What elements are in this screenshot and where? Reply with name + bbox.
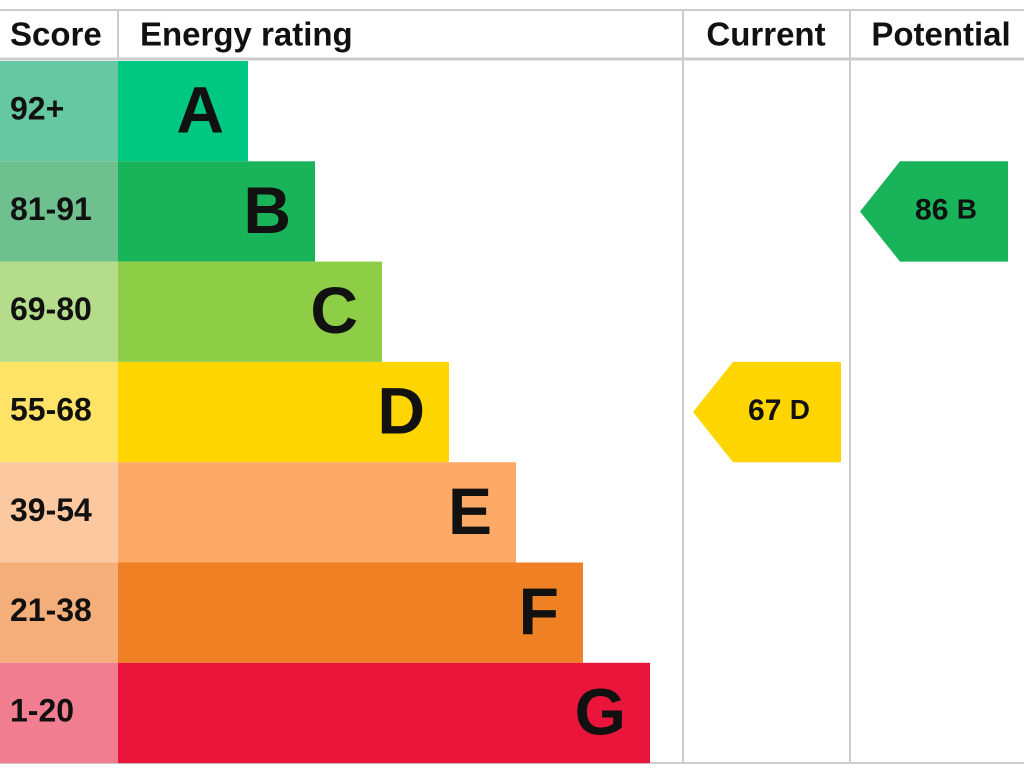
- potential-arrow: [860, 161, 1008, 262]
- potential-value: 86: [915, 193, 948, 226]
- score-label: 69-80: [10, 291, 92, 327]
- score-label: 21-38: [10, 592, 92, 628]
- score-label: 92+: [10, 91, 64, 127]
- header-current: Current: [706, 16, 825, 53]
- score-cell: [0, 161, 118, 262]
- rating-letter: A: [176, 73, 224, 147]
- current-arrow: [693, 361, 841, 463]
- current-letter: D: [790, 394, 810, 425]
- header-rating: Energy rating: [140, 16, 353, 53]
- score-label: 81-91: [10, 191, 92, 227]
- rating-letter: F: [519, 574, 559, 648]
- rating-letter: E: [448, 474, 492, 548]
- rating-bar: [118, 462, 516, 563]
- score-label: 1-20: [10, 692, 74, 728]
- rating-bar: [118, 261, 382, 362]
- current-label: 67 D: [748, 394, 810, 427]
- rating-letter: G: [575, 674, 626, 748]
- score-cell: [0, 61, 118, 162]
- current-value: 67: [748, 394, 781, 427]
- score-cell: [0, 361, 118, 463]
- rating-bar: [118, 61, 248, 162]
- score-cell: [0, 261, 118, 362]
- rating-bar: [118, 662, 650, 764]
- header-potential: Potential: [871, 16, 1010, 53]
- header-score: Score: [10, 16, 102, 53]
- score-cell: [0, 662, 118, 764]
- score-label: 39-54: [10, 492, 92, 528]
- rating-letter: B: [243, 173, 291, 247]
- score-cell: [0, 562, 118, 663]
- score-label: 55-68: [10, 392, 92, 428]
- rating-bar: [118, 562, 583, 663]
- rating-letter: D: [377, 373, 425, 447]
- potential-label: 86 B: [915, 193, 977, 226]
- score-cell: [0, 462, 118, 563]
- rating-bar: [118, 161, 315, 262]
- potential-letter: B: [957, 194, 977, 225]
- rating-bar: [118, 361, 449, 463]
- rating-letter: C: [310, 273, 358, 347]
